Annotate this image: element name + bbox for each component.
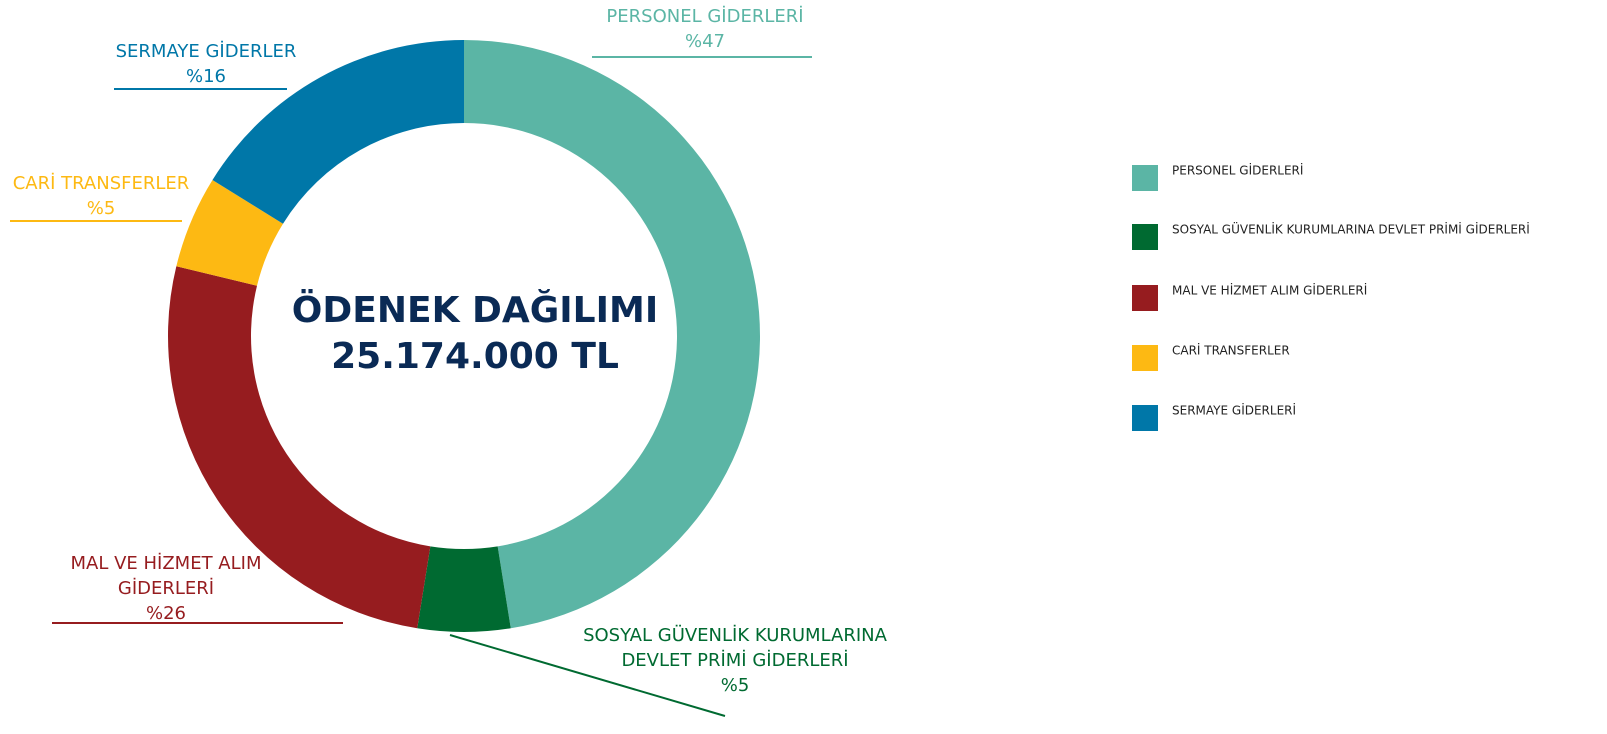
slice-label: MAL VE HİZMET ALIM <box>71 553 262 574</box>
legend-label: SOSYAL GÜVENLİK KURUMLARINA DEVLET PRİMİ… <box>1172 221 1530 237</box>
legend-swatch <box>1132 405 1158 431</box>
slice <box>464 40 761 629</box>
slice-value-label: %5 <box>87 198 116 219</box>
leader-line <box>449 634 726 717</box>
slice-value-label: %26 <box>146 603 186 624</box>
slice-label: SOSYAL GÜVENLİK KURUMLARINA <box>583 624 888 646</box>
legend-label: CARİ TRANSFERLER <box>1172 343 1290 358</box>
slice <box>417 546 511 632</box>
slice-value-label: %16 <box>186 66 226 87</box>
slice-label: GİDERLERİ <box>118 578 214 599</box>
slice <box>176 179 284 286</box>
legend-swatch <box>1132 224 1158 250</box>
slice-label: CARİ TRANSFERLER <box>13 173 190 194</box>
slice-value-label: %47 <box>685 31 725 52</box>
slice-label: DEVLET PRİMİ GİDERLERİ <box>621 650 848 671</box>
slice-value-label: %5 <box>721 675 750 696</box>
slice <box>167 266 431 629</box>
legend-label: SERMAYE GİDERLERİ <box>1172 403 1296 418</box>
chart-subtitle: 25.174.000 TL <box>331 336 619 377</box>
legend-swatch <box>1132 345 1158 371</box>
legend-label: MAL VE HİZMET ALIM GİDERLERİ <box>1172 283 1367 298</box>
legend-label: PERSONEL GİDERLERİ <box>1172 163 1303 178</box>
chart-title: ÖDENEK DAĞILIMI <box>292 289 658 331</box>
legend-swatch <box>1132 285 1158 311</box>
slice-label: SERMAYE GİDERLER <box>116 41 297 62</box>
slice <box>212 40 464 224</box>
legend-swatch <box>1132 165 1158 191</box>
slice-label: PERSONEL GİDERLERİ <box>606 6 803 27</box>
